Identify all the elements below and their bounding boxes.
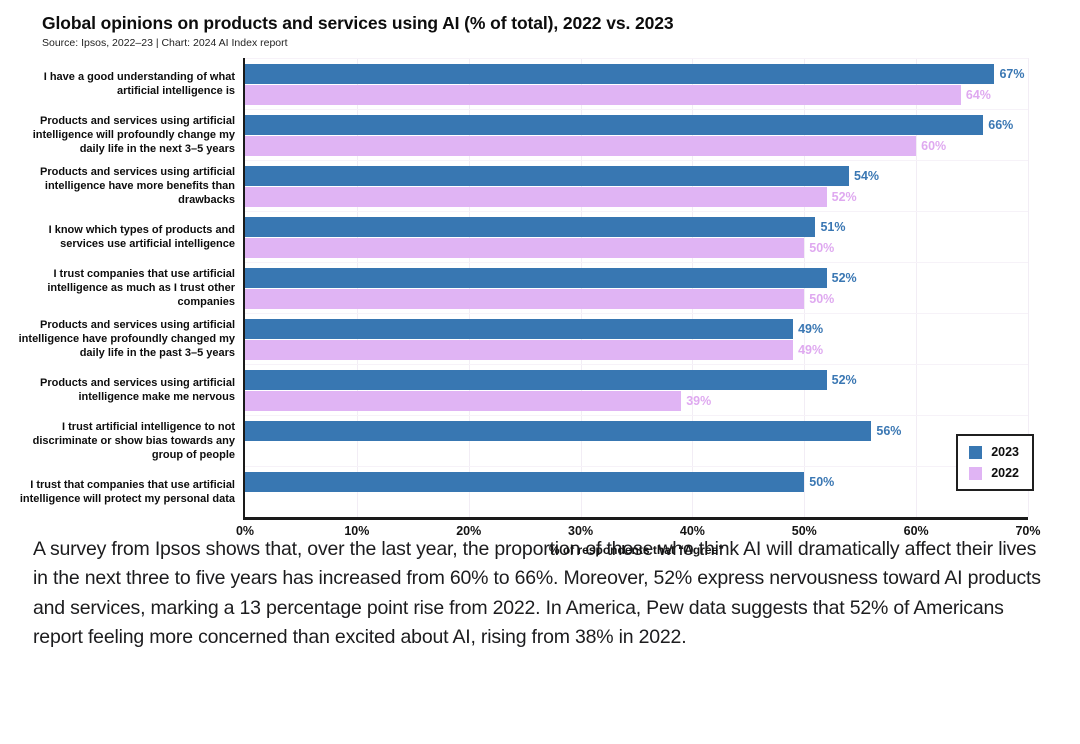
category-label: I know which types of products and servi… — [48, 223, 235, 250]
bar-2023 — [245, 64, 995, 84]
bar-2023 — [245, 217, 816, 237]
bar-line-2023: 50% — [245, 472, 1028, 492]
bar-value-label: 52% — [831, 271, 857, 285]
legend-item-2023: 2023 — [969, 445, 1019, 459]
bar-value-label: 49% — [798, 322, 824, 336]
bar-2023 — [245, 370, 827, 390]
bar-line-2022: 50% — [245, 238, 1028, 258]
bar-2023 — [245, 319, 794, 339]
bar-group: Products and services using artificial i… — [40, 160, 1028, 211]
bar-2022 — [245, 289, 805, 309]
legend-swatch-icon — [969, 445, 983, 459]
bar-value-label: 64% — [965, 88, 991, 102]
bar-2023 — [245, 472, 805, 492]
bar-value-label: 67% — [999, 67, 1025, 81]
legend-label: 2023 — [991, 445, 1019, 459]
x-tick-label: 50% — [791, 524, 817, 538]
category-label: Products and services using artificial i… — [32, 114, 235, 156]
bar-value-label: 56% — [876, 424, 902, 438]
x-axis-label: % of respondents that “Agree” — [548, 543, 725, 557]
bar-line-2023: 66% — [245, 115, 1028, 135]
bar-value-label: 49% — [798, 343, 824, 357]
legend-item-2022: 2022 — [969, 466, 1019, 480]
chart-title: Global opinions on products and services… — [42, 13, 674, 33]
bar-value-label: 50% — [809, 292, 835, 306]
legend-swatch-icon — [969, 466, 983, 480]
bar-line-2023: 52% — [245, 268, 1028, 288]
bar-line-2022: 50% — [245, 289, 1028, 309]
bar-line-2023: 51% — [245, 217, 1028, 237]
bar-group: I know which types of products and servi… — [49, 211, 1028, 262]
bar-2022 — [245, 238, 805, 258]
bar-group: I trust companies that use artificial in… — [47, 262, 1028, 313]
x-tick-label: 60% — [903, 524, 929, 538]
category-label: I have a good understanding of what arti… — [43, 70, 235, 97]
category-label: I trust companies that use artificial in… — [47, 267, 235, 309]
bar-group: Products and services using artificial i… — [33, 109, 1028, 160]
legend: 2023 2022 — [956, 434, 1034, 491]
bar-line-2023: 49% — [245, 319, 1028, 339]
chart-source: Source: Ipsos, 2022–23 | Chart: 2024 AI … — [42, 37, 288, 49]
x-tick-label: 0% — [235, 524, 255, 538]
gridline — [1028, 58, 1029, 517]
bar-2023 — [245, 115, 984, 135]
bar-value-label: 52% — [831, 373, 857, 387]
bar-value-label: 66% — [988, 118, 1014, 132]
bar-2022 — [245, 391, 682, 411]
bar-2023 — [245, 421, 872, 441]
x-tick-label: 40% — [679, 524, 705, 538]
bar-line-2022: 39% — [245, 391, 1028, 411]
bar-2022 — [245, 136, 917, 156]
legend-label: 2022 — [991, 466, 1019, 480]
category-label: Products and services using artificial i… — [39, 165, 235, 207]
chart-card: Global opinions on products and services… — [19, 13, 1041, 557]
bar-line-2023: 54% — [245, 166, 1028, 186]
x-tick-label: 10% — [344, 524, 370, 538]
bar-group: I trust that companies that use artifici… — [20, 466, 1028, 517]
x-tick-label: 30% — [568, 524, 594, 538]
bar-2022 — [245, 85, 961, 105]
bar-line-2022 — [245, 493, 1028, 513]
bar-group: Products and services using artificial i… — [19, 313, 1028, 364]
bar-line-2022: 49% — [245, 340, 1028, 360]
gridline — [916, 58, 918, 517]
bar-line-2023: 52% — [245, 370, 1028, 390]
bar-value-label: 51% — [820, 220, 846, 234]
bar-line-2022: 64% — [245, 85, 1028, 105]
bar-line-2022: 60% — [245, 136, 1028, 156]
bar-group: Products and services using artificial i… — [40, 364, 1028, 415]
plot-area: % of respondents that “Agree” I have a g… — [19, 58, 1041, 557]
bar-line-2022 — [245, 442, 1028, 462]
bar-value-label: 50% — [809, 241, 835, 255]
category-label: I trust that companies that use artifici… — [19, 478, 235, 505]
x-tick-label: 20% — [456, 524, 482, 538]
bar-value-label: 54% — [854, 169, 880, 183]
bar-value-label: 50% — [809, 475, 835, 489]
bar-2023 — [245, 268, 827, 288]
bar-2022 — [245, 340, 794, 360]
bar-group: I trust artificial intelligence to not d… — [33, 415, 1028, 466]
x-tick-label: 70% — [1015, 524, 1041, 538]
category-label: I trust artificial intelligence to not d… — [32, 420, 235, 462]
caption-text: A survey from Ipsos shows that, over the… — [33, 538, 1041, 648]
bar-value-label: 60% — [921, 139, 947, 153]
bar-value-label: 52% — [831, 190, 857, 204]
bar-line-2022: 52% — [245, 187, 1028, 207]
bar-2023 — [245, 166, 850, 186]
bar-value-label: 39% — [686, 394, 712, 408]
bar-group: I have a good understanding of what arti… — [44, 58, 1028, 109]
bar-line-2023: 67% — [245, 64, 1028, 84]
bar-line-2023: 56% — [245, 421, 1028, 441]
category-label: Products and services using artificial i… — [18, 318, 235, 360]
category-label: Products and services using artificial i… — [39, 376, 235, 403]
bar-2022 — [245, 187, 827, 207]
